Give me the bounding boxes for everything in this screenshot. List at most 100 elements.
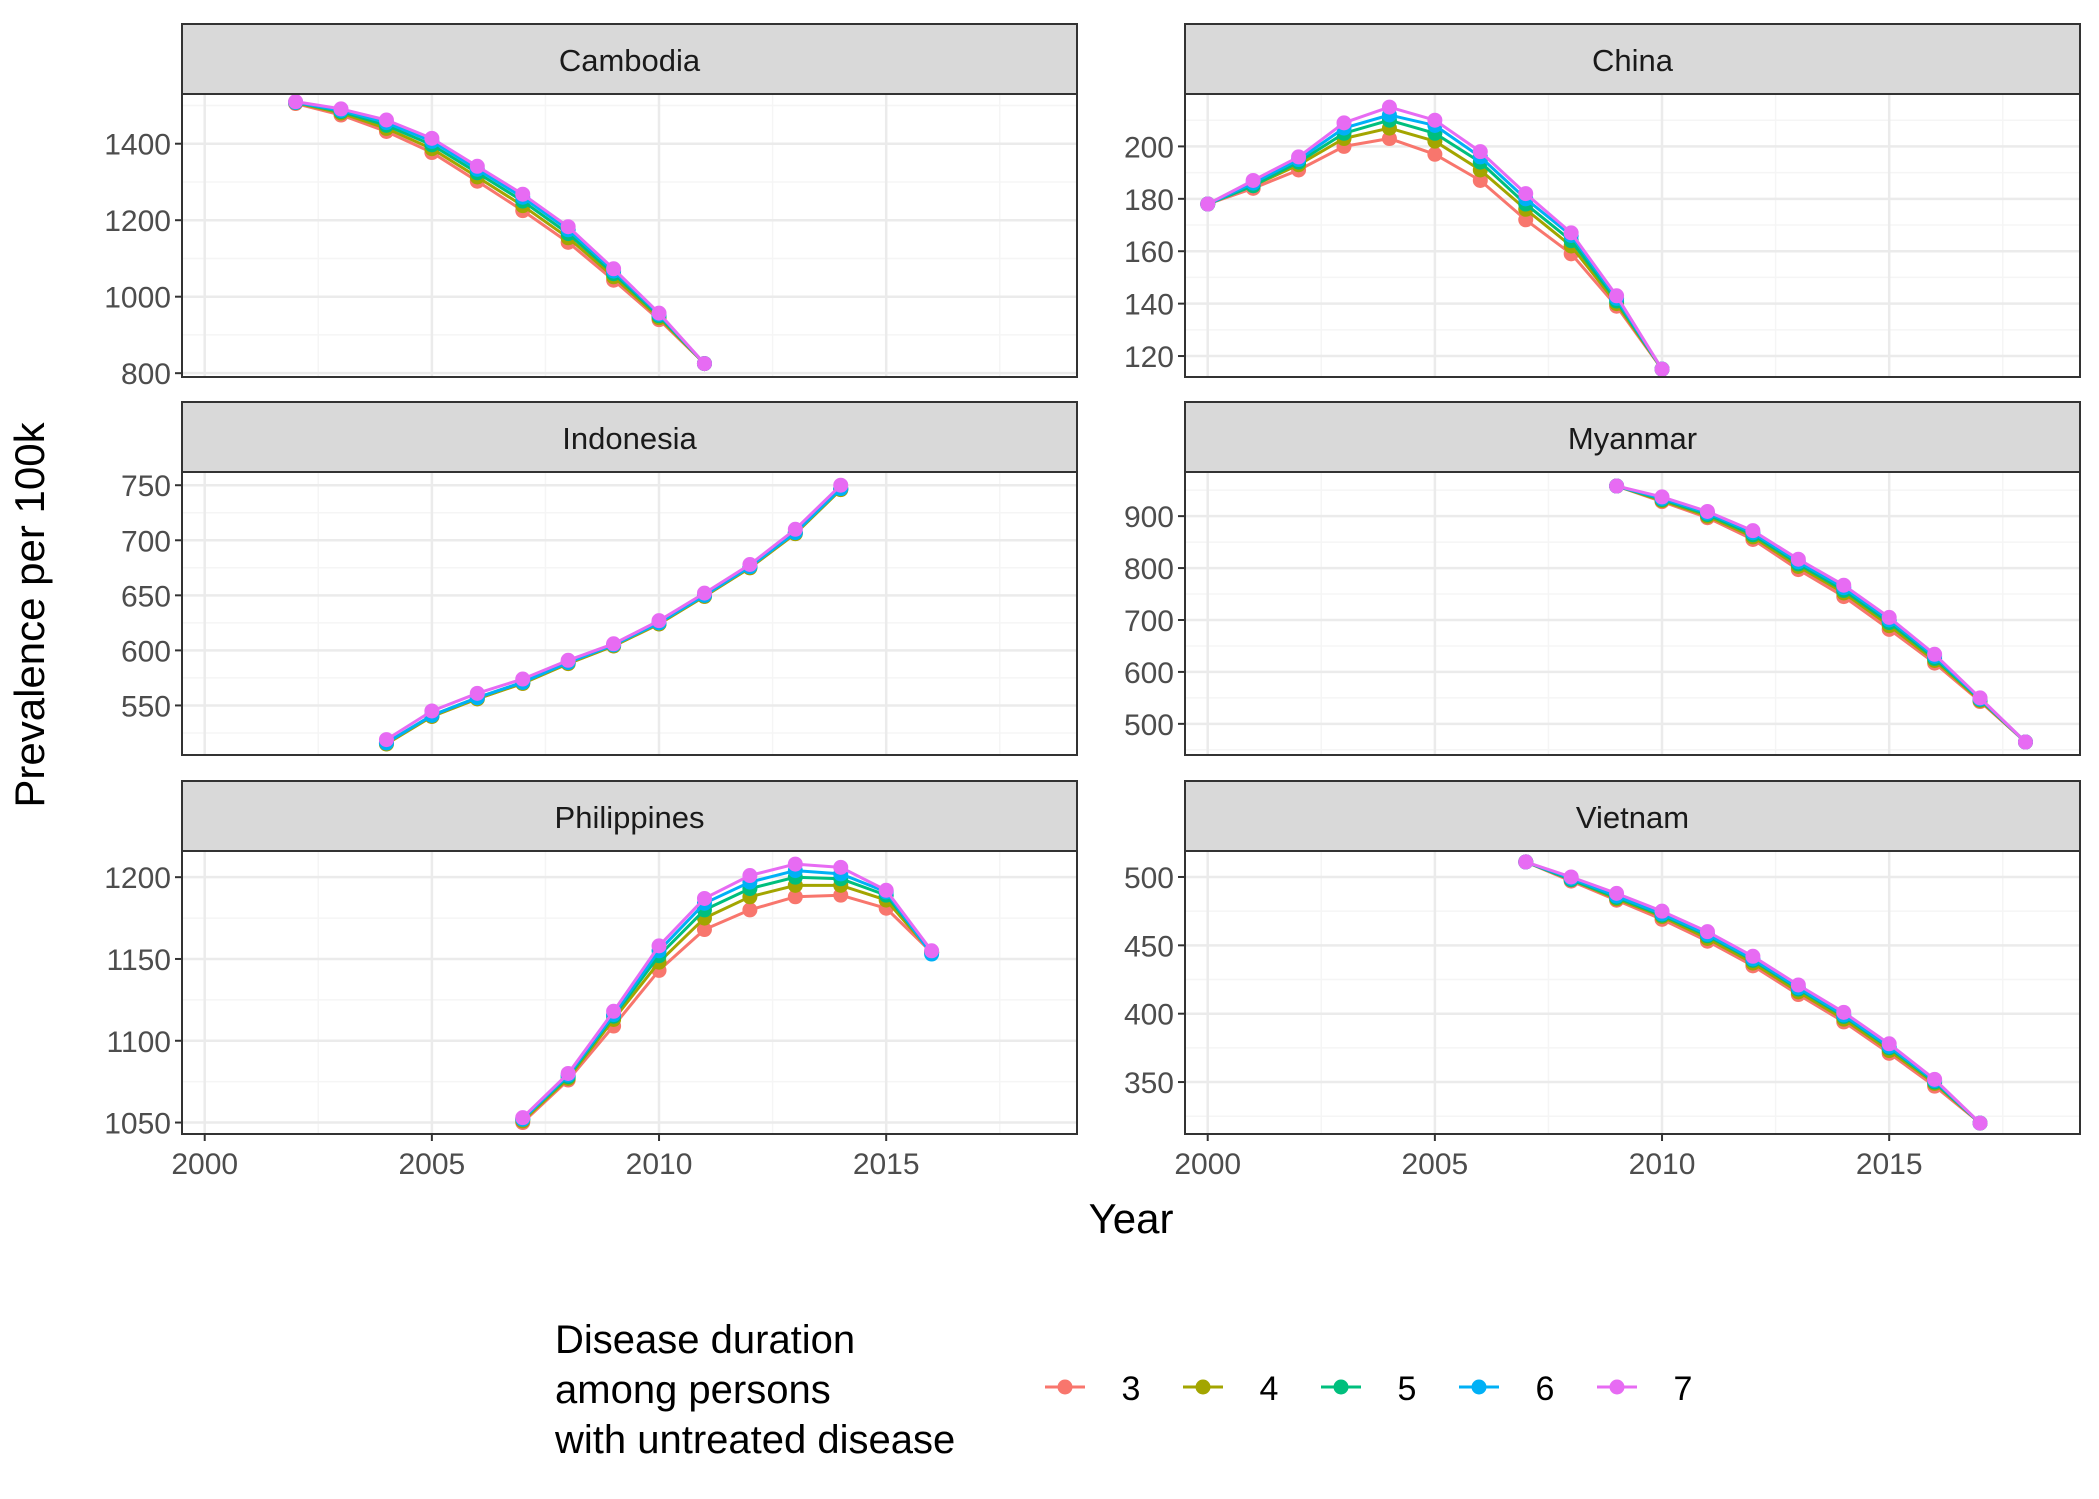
data-point: [1745, 523, 1761, 539]
data-point: [560, 1065, 576, 1081]
panel-china: China 120 140 160 180 200: [1124, 23, 2081, 378]
facet-panels: Cambodia 800 1000 1200 1400 China 120 140 160 180…: [104, 23, 2081, 1181]
x-tick-label: 2015: [853, 1148, 920, 1181]
data-point: [378, 112, 394, 128]
facet-strip: [1184, 23, 2081, 95]
data-point: [1972, 690, 1988, 706]
data-point: [515, 186, 531, 202]
data-point: [560, 219, 576, 235]
facet-strip-label: Philippines: [555, 800, 705, 835]
legend-key-6: 6: [1459, 1370, 1554, 1408]
data-point: [1291, 149, 1307, 165]
y-tick-label: 800: [1124, 553, 1174, 586]
panel-myanmar: Myanmar 500 600 700 800 900: [1124, 401, 2081, 756]
y-tick-label: 160: [1124, 236, 1174, 269]
data-point: [1563, 225, 1579, 241]
data-point: [378, 732, 394, 748]
panel-border: [1184, 93, 2081, 378]
y-tick-label: 1100: [106, 1026, 171, 1059]
legend-key-7: 7: [1597, 1370, 1692, 1408]
legend-key-point: [1609, 1379, 1625, 1395]
data-point: [1609, 288, 1625, 304]
facet-strip-label: Vietnam: [1576, 800, 1689, 835]
legend: Disease duration among persons with untr…: [554, 1318, 1692, 1462]
series-7: [1609, 478, 2033, 750]
data-point: [1881, 1036, 1897, 1052]
data-point: [742, 868, 758, 884]
data-point: [1200, 196, 1216, 212]
y-tick-label: 800: [121, 358, 171, 391]
y-tick-label: 400: [1124, 999, 1174, 1032]
data-point: [696, 585, 712, 601]
x-tick-label: 2000: [1174, 1148, 1241, 1181]
legend-key-label: 6: [1536, 1370, 1555, 1408]
data-point: [924, 943, 940, 959]
data-point: [742, 902, 758, 918]
data-point: [696, 890, 712, 906]
y-tick-label: 350: [1124, 1067, 1174, 1100]
series-line: [521, 862, 933, 1119]
y-axis-title: Prevalence per 100k: [6, 421, 53, 807]
y-tick-label: 700: [1124, 605, 1174, 638]
legend-key-label: 4: [1260, 1370, 1279, 1408]
series-7: [1200, 99, 1670, 377]
panel-vietnam: Vietnam 350 400 450 500 2000 2005 2010 2015: [1124, 780, 2081, 1181]
y-tick-label: 550: [121, 690, 171, 723]
x-tick-label: 2015: [1856, 1148, 1923, 1181]
data-point: [606, 636, 622, 652]
legend-key-point: [1471, 1379, 1487, 1395]
data-point: [1518, 212, 1534, 228]
data-point: [515, 671, 531, 687]
series-line: [1616, 484, 2027, 744]
y-tick-label: 600: [121, 635, 171, 668]
data-point: [1881, 609, 1897, 625]
data-point: [742, 556, 758, 572]
legend-key-label: 3: [1122, 1370, 1141, 1408]
data-point: [1790, 977, 1806, 993]
legend-key-3: 3: [1045, 1370, 1140, 1408]
data-point: [2017, 734, 2033, 750]
data-point: [651, 938, 667, 954]
x-axis-title: Year: [1089, 1195, 1174, 1242]
data-point: [1609, 885, 1625, 901]
y-tick-label: 600: [1124, 657, 1174, 690]
data-point: [606, 1003, 622, 1019]
data-point: [333, 101, 349, 117]
y-tick-label: 500: [1124, 862, 1174, 895]
data-point: [560, 652, 576, 668]
legend-title-line-2: among persons: [555, 1368, 831, 1412]
data-point: [424, 130, 440, 146]
y-tick-label: 120: [1124, 341, 1174, 374]
data-point: [469, 685, 485, 701]
data-point: [288, 94, 304, 110]
facet-strip-label: Cambodia: [559, 43, 701, 78]
panel-border: [181, 93, 1078, 378]
facet-strip: [1184, 401, 2081, 473]
series-7: [515, 856, 940, 1126]
data-point: [1609, 478, 1625, 494]
series-7: [1518, 854, 1988, 1131]
data-point: [1654, 361, 1670, 377]
data-point: [696, 356, 712, 372]
data-point: [1927, 646, 1943, 662]
x-tick-label: 2005: [1401, 1148, 1468, 1181]
data-point: [1836, 1004, 1852, 1020]
data-point: [787, 889, 803, 905]
data-point: [833, 859, 849, 875]
data-point: [1518, 186, 1534, 202]
facet-strip-label: Indonesia: [562, 421, 697, 456]
data-point: [696, 922, 712, 938]
legend-key-point: [1195, 1379, 1211, 1395]
data-point: [1699, 924, 1715, 940]
data-point: [1427, 146, 1443, 162]
data-point: [1836, 577, 1852, 593]
data-point: [606, 261, 622, 277]
y-tick-label: 1150: [106, 944, 171, 977]
legend-key-point: [1333, 1379, 1349, 1395]
data-point: [787, 856, 803, 872]
legend-title: Disease duration among persons with untr…: [554, 1318, 955, 1462]
legend-key-point: [1057, 1379, 1073, 1395]
data-point: [1427, 112, 1443, 128]
data-point: [1563, 869, 1579, 885]
